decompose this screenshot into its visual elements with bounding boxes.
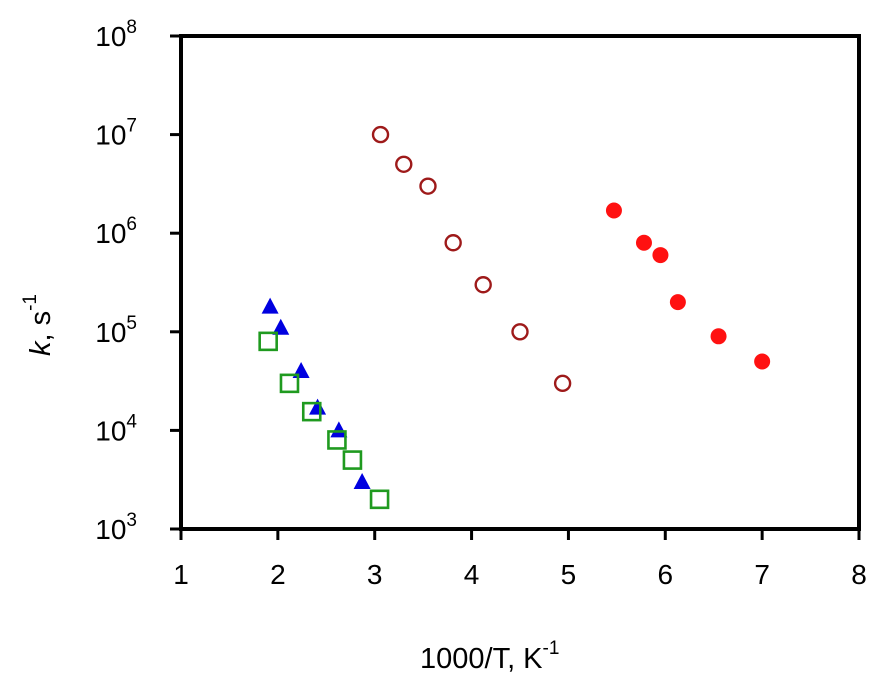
square-point [342,450,363,470]
y-axis-title-var: k [25,340,57,356]
x-tick-label: 4 [464,559,480,590]
square-point [369,489,390,510]
y-tick-exponent: 5 [126,313,137,334]
filled-circle-point [652,247,669,264]
x-axis-title: 1000/T, K-1 [420,638,559,675]
open-circle-point [474,276,492,294]
square-point [301,401,322,422]
y-tick-exponent: 7 [126,116,137,137]
open-circle-point [553,374,572,393]
x-tick-label: 2 [270,559,286,590]
x-axis-title-main: 1000/T, K [420,643,543,675]
y-axis-title: k, s-1 [20,294,57,356]
open-circle-point [395,155,413,173]
open-circle-point [511,323,529,341]
y-tick-label: 103 [95,510,137,545]
y-tick-label: 104 [95,411,137,446]
filled-circle-point [635,234,652,251]
x-tick-label: 8 [851,559,867,590]
y-tick-exponent: 4 [126,411,137,432]
x-tick-label: 3 [367,559,383,590]
square-point [327,430,347,450]
filled-circle-point [710,328,727,345]
axis-ticks: 1 2 3 4 5 6 7 8 103 104 105 106 107 108 [95,17,867,590]
filled-circle-point [605,202,622,219]
data-points [258,125,771,510]
y-axis-title-sup: -1 [20,294,41,311]
x-tick-label: 6 [657,559,673,590]
square-point [279,373,300,394]
y-tick-exponent: 8 [126,17,137,38]
triangle-point [330,421,348,438]
y-tick-exponent: 6 [126,214,137,235]
triangle-point [353,472,371,489]
x-tick-label: 7 [754,559,770,590]
triangle-point [261,297,279,314]
y-axis-title-rest: , s [25,311,57,342]
plot-frame [179,34,861,531]
filled-circle-point [754,353,771,370]
triangle-point [272,318,290,335]
triangle-point [309,398,327,415]
y-tick-label: 106 [95,214,137,249]
y-tick-label: 107 [95,116,137,151]
filled-circle-point [669,294,686,311]
open-circle-point [419,177,437,195]
y-tick-label: 105 [95,313,137,348]
open-circle-point [371,125,390,144]
open-circle-point [444,234,462,252]
square-point [258,331,278,352]
x-tick-label: 1 [173,559,189,590]
x-axis-title-sup: -1 [543,638,560,659]
y-tick-label: 108 [95,17,137,52]
x-tick-label: 5 [561,559,577,590]
y-tick-exponent: 3 [126,510,137,531]
